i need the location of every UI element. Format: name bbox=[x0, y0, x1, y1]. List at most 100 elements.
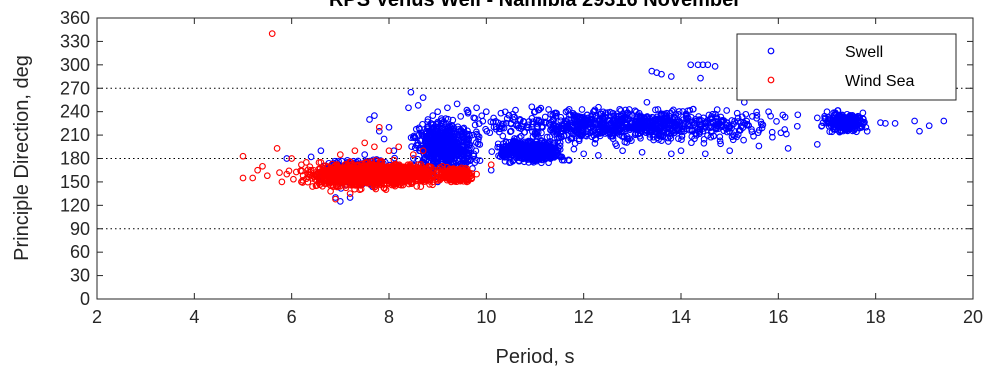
point-wind-sea bbox=[458, 169, 466, 177]
legend: Swell Wind Sea bbox=[736, 33, 957, 101]
point-swell bbox=[445, 127, 453, 135]
point-swell bbox=[553, 125, 561, 133]
point-swell bbox=[659, 116, 666, 123]
y-tick-label: 180 bbox=[60, 149, 90, 169]
point-wind-sea bbox=[385, 147, 393, 155]
x-tick-label: 4 bbox=[189, 307, 199, 327]
point-swell bbox=[716, 137, 724, 145]
point-swell bbox=[517, 147, 525, 155]
y-tick-label: 90 bbox=[70, 219, 90, 239]
point-swell bbox=[575, 137, 583, 145]
point-wind-sea bbox=[259, 162, 266, 170]
point-swell bbox=[596, 121, 603, 129]
point-swell bbox=[668, 127, 676, 134]
y-tick-label: 240 bbox=[60, 102, 90, 122]
point-swell bbox=[580, 150, 588, 158]
point-wind-sea bbox=[312, 182, 320, 190]
point-swell bbox=[704, 61, 712, 69]
point-swell bbox=[658, 70, 665, 78]
point-wind-sea bbox=[487, 161, 495, 169]
point-swell bbox=[317, 147, 325, 155]
point-swell bbox=[576, 120, 584, 127]
point-swell bbox=[476, 141, 484, 148]
point-swell bbox=[444, 123, 452, 131]
point-swell bbox=[449, 116, 457, 124]
point-wind-sea bbox=[379, 163, 387, 171]
point-swell bbox=[591, 127, 599, 134]
point-swell bbox=[637, 125, 645, 132]
point-swell bbox=[560, 132, 568, 139]
point-wind-sea bbox=[409, 151, 417, 158]
point-swell bbox=[517, 132, 525, 140]
point-wind-sea bbox=[405, 177, 412, 185]
point-swell bbox=[734, 118, 742, 125]
point-swell bbox=[612, 140, 619, 147]
point-swell bbox=[877, 119, 884, 126]
point-swell bbox=[476, 157, 484, 164]
point-swell bbox=[458, 136, 466, 144]
point-swell bbox=[667, 117, 675, 125]
point-swell bbox=[528, 123, 535, 131]
point-swell bbox=[527, 149, 535, 157]
point-wind-sea bbox=[323, 163, 331, 170]
point-swell bbox=[573, 128, 581, 136]
point-swell bbox=[434, 108, 442, 116]
point-swell bbox=[537, 118, 545, 126]
point-swell bbox=[470, 114, 478, 122]
point-swell bbox=[375, 127, 383, 135]
point-swell bbox=[463, 106, 471, 114]
point-swell bbox=[689, 105, 697, 113]
point-swell bbox=[423, 146, 431, 154]
point-wind-sea bbox=[382, 174, 390, 182]
point-swell bbox=[813, 141, 821, 148]
point-wind-sea bbox=[425, 172, 433, 180]
point-swell bbox=[666, 121, 674, 129]
point-swell bbox=[849, 112, 856, 119]
point-swell bbox=[731, 117, 738, 125]
point-swell bbox=[497, 149, 505, 157]
point-swell bbox=[536, 155, 543, 162]
point-swell bbox=[687, 61, 695, 69]
point-swell bbox=[455, 150, 462, 158]
point-swell bbox=[697, 74, 704, 82]
point-swell bbox=[765, 108, 772, 116]
point-wind-sea bbox=[299, 176, 307, 184]
point-swell bbox=[482, 108, 490, 116]
point-swell bbox=[541, 113, 549, 121]
point-swell bbox=[667, 135, 675, 142]
point-swell bbox=[499, 132, 507, 140]
point-swell bbox=[846, 112, 854, 119]
point-swell bbox=[708, 113, 715, 120]
point-wind-sea bbox=[298, 178, 305, 186]
point-wind-sea bbox=[358, 164, 365, 171]
point-swell bbox=[473, 156, 480, 164]
point-swell bbox=[564, 123, 572, 131]
point-swell bbox=[743, 120, 751, 128]
point-swell bbox=[422, 136, 430, 144]
point-swell bbox=[720, 127, 728, 135]
y-tick-label: 330 bbox=[60, 31, 90, 51]
point-swell bbox=[591, 120, 599, 128]
point-swell bbox=[940, 117, 948, 125]
point-swell bbox=[415, 124, 423, 132]
point-swell bbox=[534, 142, 541, 150]
point-swell bbox=[636, 126, 644, 134]
point-swell bbox=[390, 147, 398, 155]
point-wind-sea bbox=[419, 147, 427, 155]
point-swell bbox=[680, 125, 688, 133]
point-swell bbox=[419, 120, 426, 128]
point-swell bbox=[833, 111, 841, 119]
point-swell bbox=[590, 108, 597, 116]
point-swell bbox=[748, 126, 755, 133]
point-swell bbox=[681, 123, 688, 130]
point-swell bbox=[925, 122, 933, 130]
point-swell bbox=[448, 137, 456, 145]
axis-ticks: 2 4 6 8 10 12 14 16 18 20030609012015018021024027… bbox=[60, 8, 983, 327]
point-swell bbox=[565, 156, 572, 164]
point-swell bbox=[784, 145, 792, 152]
point-swell bbox=[533, 120, 540, 127]
point-swell bbox=[707, 133, 715, 141]
point-swell bbox=[515, 153, 523, 161]
point-swell bbox=[690, 119, 698, 127]
point-wind-sea bbox=[334, 182, 342, 190]
